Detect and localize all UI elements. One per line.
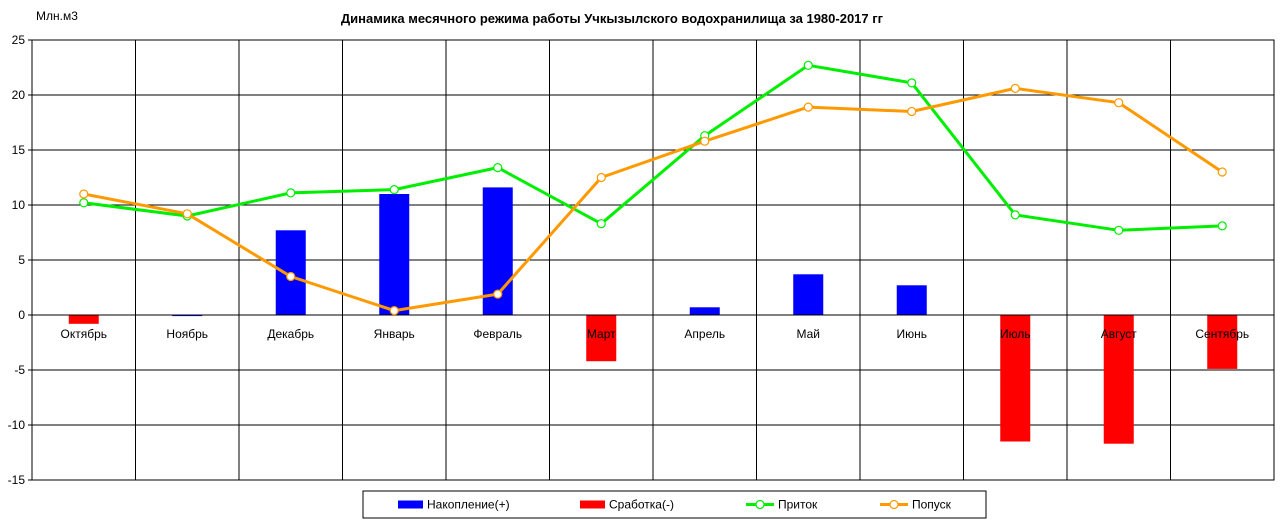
- data-point: [286, 188, 296, 198]
- y-tick-label: 0: [18, 308, 25, 322]
- bar-drawdown: [1000, 315, 1031, 442]
- legend-swatch: [398, 500, 423, 509]
- bars: [68, 187, 1238, 444]
- data-point: [389, 185, 399, 195]
- legend-label: Накопление(+): [427, 498, 510, 512]
- category-label: Май: [796, 327, 820, 341]
- data-point: [79, 189, 89, 199]
- data-point: [1010, 83, 1020, 94]
- data-point: [493, 289, 503, 299]
- category-label: Декабрь: [267, 327, 314, 341]
- data-point: [182, 209, 192, 219]
- category-label: Август: [1101, 327, 1138, 341]
- category-label: Июнь: [896, 327, 927, 341]
- y-tick-label: 15: [12, 143, 26, 157]
- bar-accumulation: [896, 285, 927, 315]
- data-point: [493, 163, 503, 173]
- grid: [31, 39, 1275, 481]
- y-tick-label: 20: [12, 88, 26, 102]
- bar-drawdown: [68, 315, 99, 324]
- category-label: Ноябрь: [166, 327, 208, 341]
- lines: [79, 60, 1227, 316]
- series-line: [83, 63, 1223, 232]
- series-line: [83, 86, 1224, 313]
- chart-title: Динамика месячного режима работы Учкызыл…: [341, 11, 884, 26]
- data-point: [907, 106, 917, 117]
- legend-swatch: [580, 500, 605, 509]
- bar-accumulation: [379, 194, 410, 315]
- category-label: Апрель: [684, 327, 725, 341]
- data-point: [907, 78, 917, 88]
- data-point: [596, 172, 606, 183]
- data-point: [803, 60, 813, 70]
- bar-accumulation: [793, 274, 824, 315]
- data-point: [1114, 98, 1124, 108]
- bar-drawdown: [1207, 315, 1238, 369]
- data-point: [803, 102, 813, 112]
- x-axis: Октябрь Ноябрь Декабрь Январь Февраль Март Апр…: [32, 314, 1274, 341]
- data-point: [596, 219, 606, 229]
- legend: Накопление(+) Сработка(-) Приток Попуск: [362, 490, 987, 519]
- y-tick-label: 25: [12, 33, 26, 47]
- y-tick-label: 5: [18, 253, 25, 267]
- bar-drawdown: [172, 315, 203, 317]
- legend-label: Приток: [778, 498, 818, 512]
- data-point: [286, 271, 296, 282]
- y-tick-label: 10: [12, 198, 26, 212]
- data-point: [79, 198, 89, 208]
- legend-marker: [889, 499, 899, 510]
- bar-accumulation: [689, 307, 720, 315]
- category-label: Октябрь: [60, 327, 107, 341]
- category-label: Июль: [1000, 327, 1031, 341]
- data-point: [1217, 167, 1227, 177]
- data-point: [389, 306, 399, 316]
- data-point: [1217, 221, 1227, 231]
- data-point: [1010, 210, 1020, 220]
- data-point: [700, 136, 710, 146]
- category-label: Март: [587, 327, 616, 341]
- bar-drawdown: [586, 315, 617, 362]
- y-tick-label: -10: [8, 418, 26, 432]
- y-axis: 25 20 15 10 5 0 -5 -10 -15: [8, 33, 32, 487]
- legend-label: Сработка(-): [609, 498, 674, 512]
- category-label: Январь: [374, 327, 415, 341]
- category-label: Сентябрь: [1195, 327, 1249, 341]
- y-tick-label: -5: [14, 363, 25, 377]
- y-tick-label: -15: [8, 473, 26, 487]
- legend-marker: [755, 499, 765, 510]
- bar-drawdown: [1103, 315, 1134, 444]
- legend-label: Попуск: [912, 498, 952, 512]
- data-point: [1114, 225, 1124, 235]
- category-label: Февраль: [473, 327, 522, 341]
- y-axis-unit-label: Млн.м3: [36, 9, 78, 23]
